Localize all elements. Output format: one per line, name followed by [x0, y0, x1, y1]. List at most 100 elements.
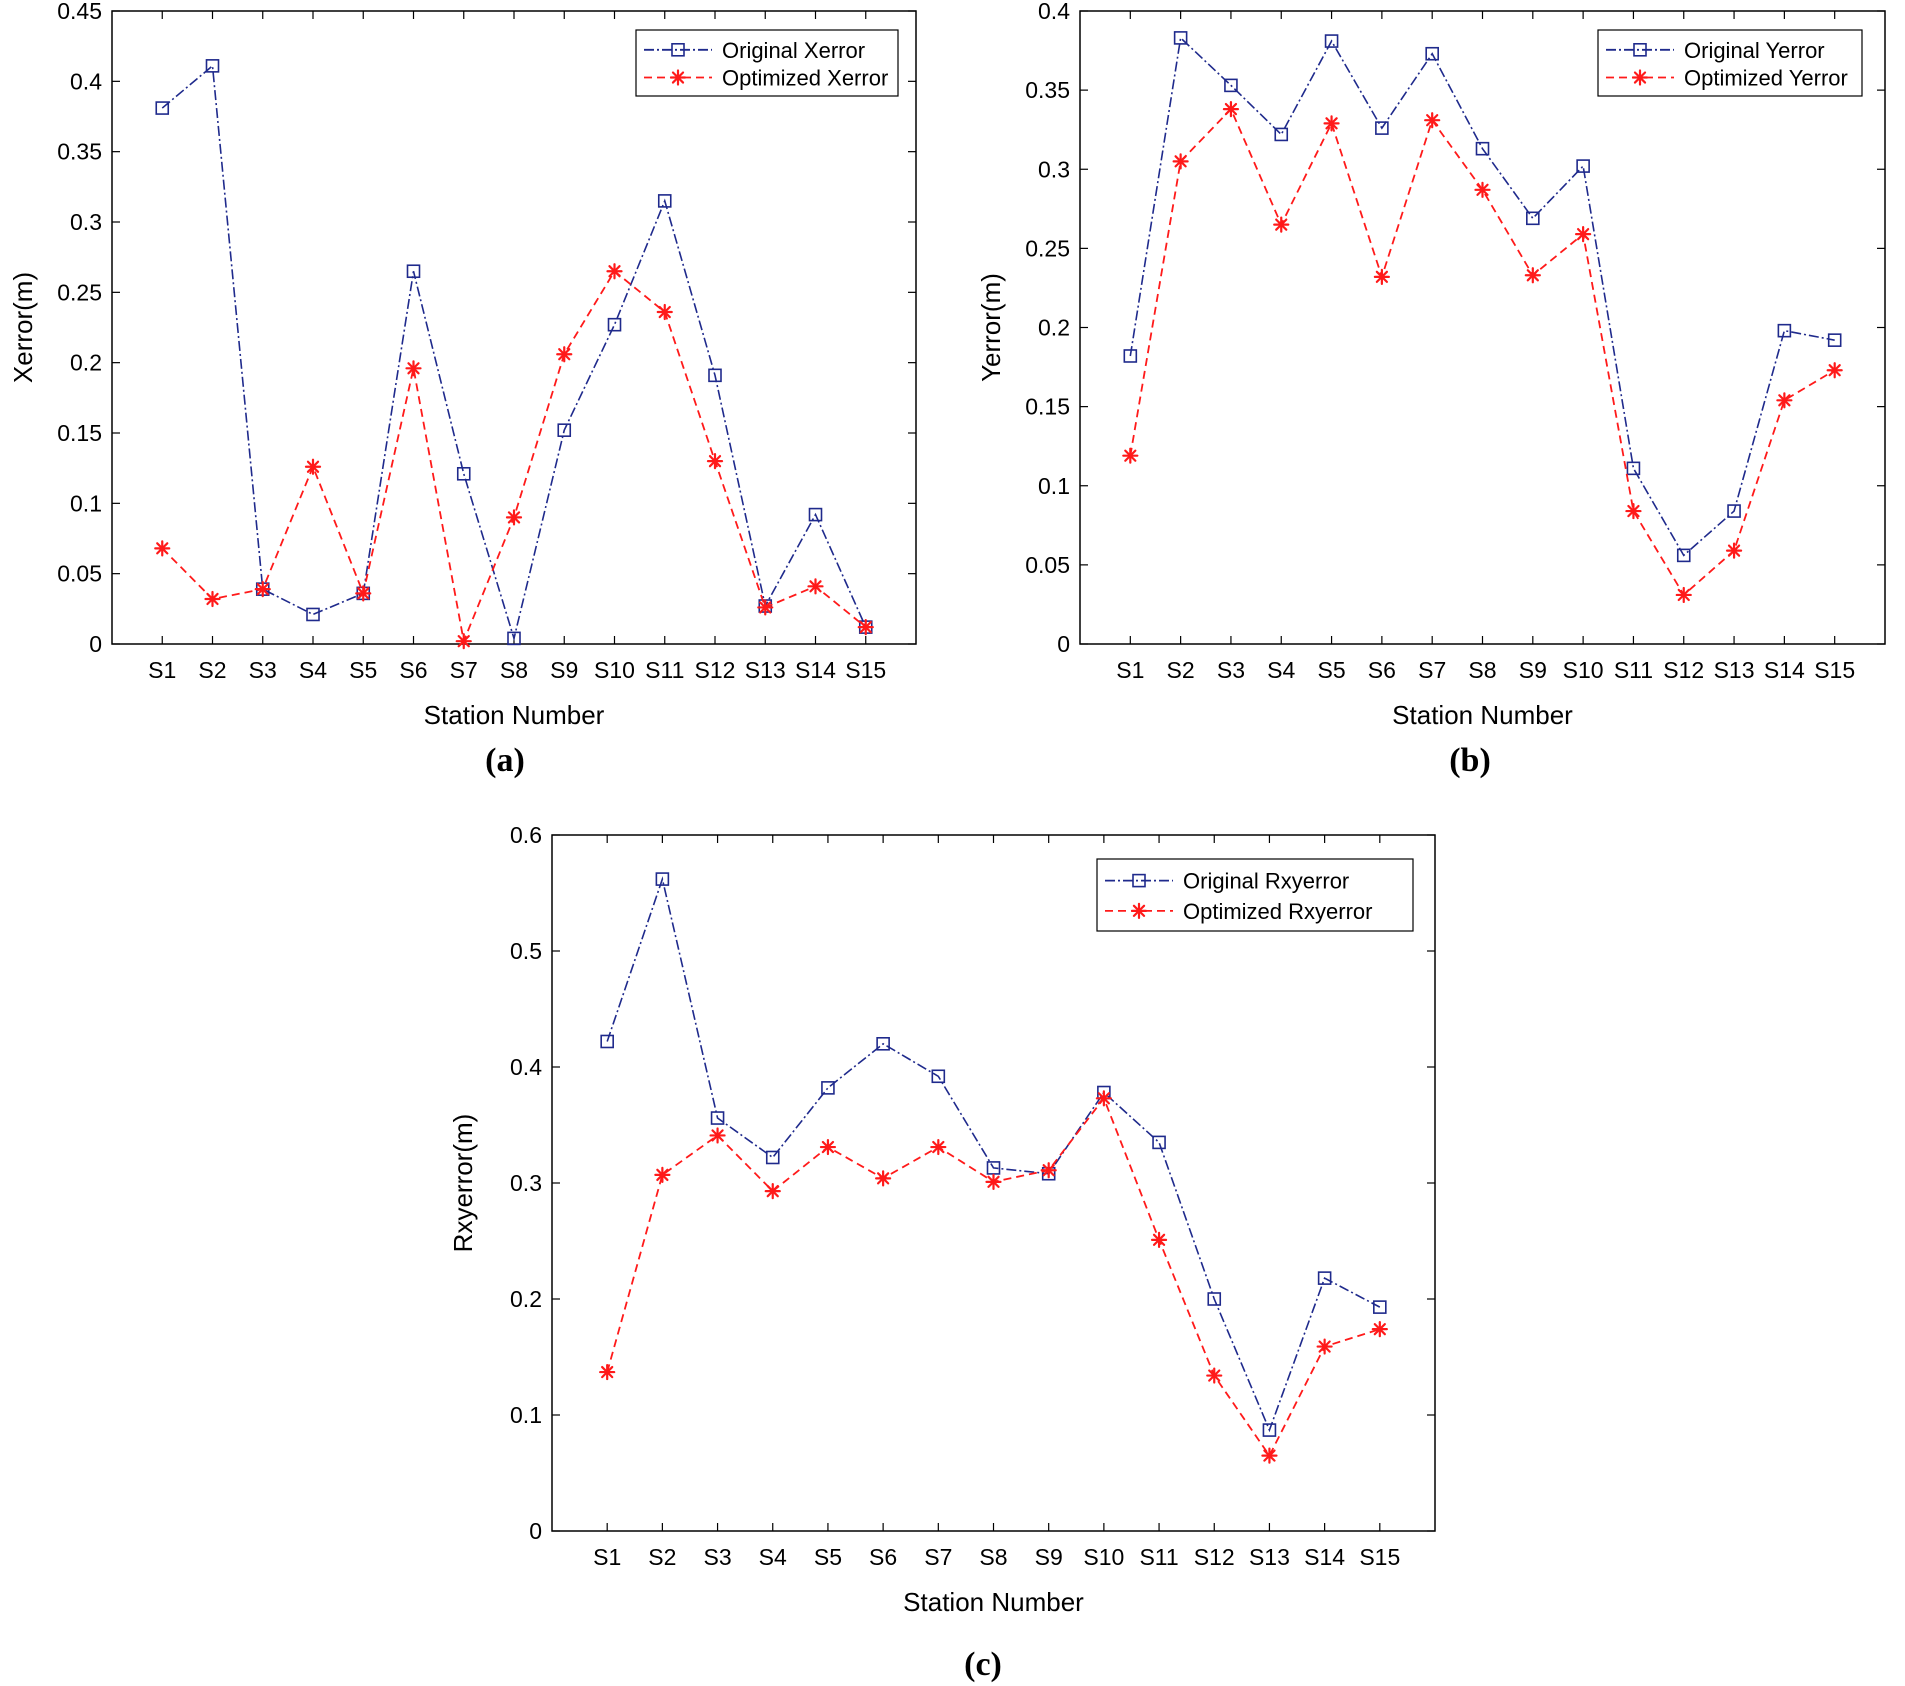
- data-point-optimized: [154, 540, 171, 557]
- y-tick-label: 0.3: [1038, 156, 1070, 182]
- y-tick-label: 0.45: [57, 0, 102, 24]
- data-point-optimized: [1323, 115, 1340, 132]
- data-point-original: [1777, 323, 1792, 338]
- data-point-original: [1526, 211, 1540, 226]
- x-tick-label: S2: [648, 1544, 676, 1570]
- data-point-optimized: [599, 1363, 616, 1381]
- panel-label-a: (a): [485, 742, 525, 779]
- x-tick-label: S3: [1217, 657, 1245, 683]
- x-tick-label: S9: [550, 657, 578, 683]
- data-point-original: [655, 872, 670, 886]
- x-tick-label: S8: [1468, 657, 1496, 683]
- data-point-original: [1576, 159, 1590, 173]
- data-point-original: [1373, 1300, 1387, 1314]
- data-point-original: [600, 1034, 614, 1049]
- data-point-original: [306, 607, 320, 622]
- data-point-optimized: [304, 458, 322, 475]
- x-tick-label: S11: [645, 657, 684, 683]
- y-axis-label: Xerror(m): [8, 272, 38, 383]
- series-line-original: [1129, 36, 1835, 557]
- legend-marker-asterisk: [1130, 902, 1148, 919]
- data-point-original: [406, 264, 421, 279]
- data-point-optimized: [1725, 542, 1743, 559]
- y-tick-label: 0: [89, 631, 102, 657]
- data-point-optimized: [556, 346, 573, 363]
- y-tick-label: 0.3: [510, 1170, 542, 1196]
- y-tick-label: 0.4: [1038, 0, 1070, 24]
- data-point-optimized: [405, 360, 422, 377]
- data-point-optimized: [1273, 216, 1290, 233]
- data-point-original: [607, 317, 622, 332]
- x-tick-label: S3: [703, 1544, 731, 1570]
- y-tick-label: 0.35: [57, 139, 102, 165]
- y-tick-label: 0.6: [510, 822, 542, 848]
- chart-b: 0 0.05 0.1 0.15 0.2 0.25 0.3 0.35 0.4 S1 S2 S3 S4 S5 S…: [976, 0, 1886, 730]
- data-point-optimized: [985, 1173, 1002, 1190]
- x-tick-label: S12: [1194, 1544, 1235, 1570]
- x-tick-label: S6: [399, 657, 427, 683]
- y-tick-label: 0.05: [1025, 552, 1070, 578]
- data-point-original: [155, 101, 170, 115]
- data-point-optimized: [656, 303, 673, 321]
- legend-box: [635, 29, 899, 97]
- data-point-optimized: [764, 1183, 781, 1200]
- plot-area-frame: [1079, 10, 1886, 645]
- y-tick-label: 0.2: [1038, 315, 1070, 341]
- data-point-optimized: [1122, 447, 1139, 464]
- y-tick-label: 0.25: [57, 279, 102, 305]
- y-axis-label: Rxyerror(m): [448, 1114, 478, 1253]
- data-point-optimized: [1206, 1367, 1223, 1384]
- data-point-optimized: [355, 585, 372, 602]
- x-tick-label: S1: [593, 1544, 621, 1570]
- data-point-optimized: [709, 1127, 726, 1144]
- data-point-optimized: [1316, 1338, 1333, 1355]
- data-point-original: [657, 194, 672, 208]
- data-point-optimized: [930, 1138, 947, 1156]
- y-tick-label: 0.1: [1038, 473, 1070, 499]
- x-tick-label: S4: [759, 1544, 787, 1570]
- x-tick-label: S1: [148, 657, 176, 683]
- x-tick-label: S11: [1614, 657, 1653, 683]
- legend: Original Yerror Optimized Yerror: [1597, 29, 1863, 97]
- data-point-original: [456, 466, 471, 481]
- x-axis-label: Station Number: [424, 700, 605, 730]
- data-point-original: [876, 1037, 890, 1051]
- y-tick-label: 0.5: [510, 938, 542, 964]
- x-tick-label: S6: [1368, 657, 1396, 683]
- data-point-original: [1727, 504, 1741, 518]
- x-tick-label: S13: [1714, 657, 1755, 683]
- plot-area-frame: [111, 10, 917, 645]
- data-point-original: [931, 1069, 946, 1084]
- data-point-original: [1324, 34, 1339, 48]
- data-point-optimized: [1575, 226, 1592, 243]
- data-point-optimized: [1222, 101, 1240, 118]
- data-point-original: [1123, 349, 1138, 363]
- data-point-original: [710, 1111, 725, 1125]
- data-point-optimized: [807, 578, 824, 595]
- legend-box: [1597, 29, 1863, 97]
- x-tick-label: S14: [1304, 1544, 1345, 1570]
- data-point-original: [557, 423, 572, 437]
- data-point-optimized: [1261, 1447, 1278, 1464]
- x-tick-label: S5: [814, 1544, 842, 1570]
- x-tick-label: S12: [1663, 657, 1704, 683]
- data-point-optimized: [1474, 181, 1491, 198]
- data-point-optimized: [1776, 392, 1793, 409]
- x-tick-label: S11: [1139, 1544, 1178, 1570]
- data-point-optimized: [1424, 112, 1441, 129]
- data-point-original: [765, 1150, 780, 1165]
- data-point-original: [1475, 141, 1490, 156]
- x-tick-label: S12: [695, 657, 736, 683]
- x-tick-label: S10: [594, 657, 635, 683]
- data-point-original: [1274, 127, 1289, 142]
- data-point-original: [1425, 46, 1439, 61]
- x-tick-label: S15: [845, 657, 886, 683]
- x-tick-label: S13: [1249, 1544, 1290, 1570]
- x-tick-label: S4: [1267, 657, 1295, 683]
- x-tick-label: S3: [249, 657, 277, 683]
- y-tick-label: 0.05: [57, 561, 102, 587]
- x-tick-label: S4: [299, 657, 327, 683]
- y-tick-label: 0.3: [70, 209, 102, 235]
- series-line-original: [161, 64, 867, 642]
- legend-marker-square: [671, 42, 685, 57]
